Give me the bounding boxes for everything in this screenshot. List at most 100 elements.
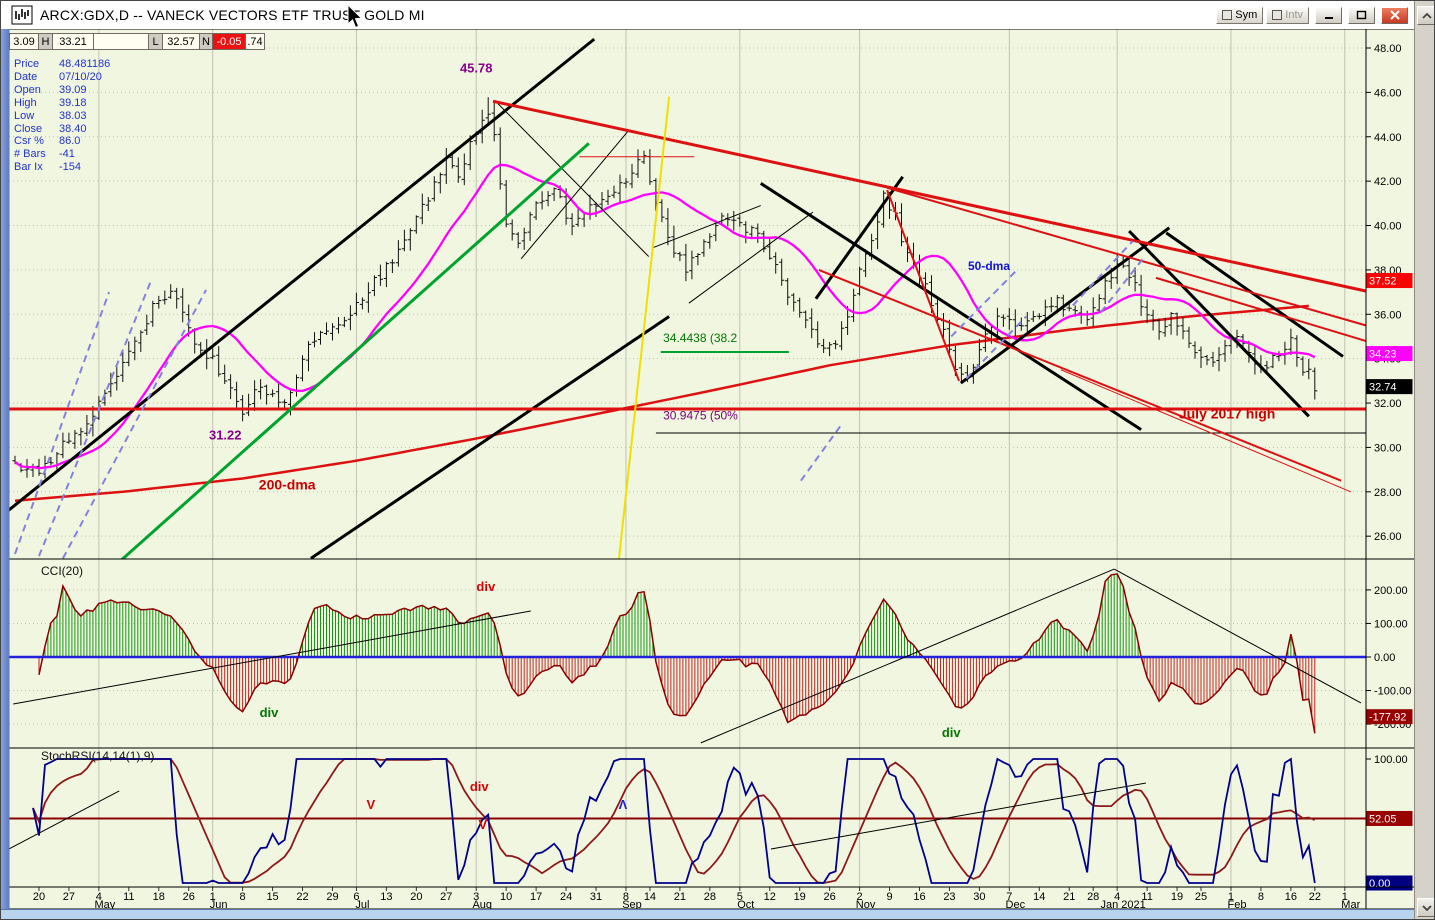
price-trendline-15[interactable] <box>818 268 1342 482</box>
x-day-label-32: 30 <box>973 891 985 903</box>
stochrsi-slow-line <box>32 758 1316 884</box>
price-trendline-10[interactable] <box>652 205 761 249</box>
x-day-label-14: 27 <box>440 891 452 903</box>
cci-trendline-0[interactable] <box>13 610 531 705</box>
x-month-label-5: Oct <box>737 899 754 911</box>
x-day-label-41: 1 <box>1228 891 1234 903</box>
cci-trendline-2[interactable] <box>1113 568 1362 704</box>
cci-trendline-1[interactable] <box>700 568 1115 744</box>
stochrsi-annotation-0: div <box>470 779 490 794</box>
cci-outline <box>38 573 1316 734</box>
info-row-close: Close 38.40 <box>14 122 87 135</box>
ma-fast-line[interactable] <box>14 163 1316 470</box>
quote-cell-5: 32.57 <box>163 33 200 50</box>
price-trendline-26[interactable] <box>950 270 1017 338</box>
price-trendline-19[interactable] <box>1155 276 1366 342</box>
cci-tick-0: 0.00 <box>1374 652 1395 664</box>
x-day-label-24: 5 <box>737 891 743 903</box>
price-trendline-2[interactable] <box>814 175 904 300</box>
price-trendline-25[interactable] <box>62 289 207 559</box>
sym-button-label: Sym <box>1235 9 1258 21</box>
info-row-csr-%: Csr % 86.0 <box>14 135 81 148</box>
window-title: ARCX:GDX,D -- VANECK VECTORS ETF TRUST G… <box>40 7 425 23</box>
x-day-label-7: 8 <box>240 891 246 903</box>
price-trendline-3[interactable] <box>759 182 1142 431</box>
price-tick-46: 46.00 <box>1374 87 1402 99</box>
price-trendline-9[interactable] <box>688 211 814 304</box>
stochrsi-trendline-0[interactable] <box>1 790 120 853</box>
price-tick-28: 28.00 <box>1374 487 1402 499</box>
x-day-label-11: 6 <box>353 891 359 903</box>
price-trendlines[interactable] <box>1 37 1369 567</box>
price-trendline-8[interactable] <box>520 129 630 260</box>
quote-cell-7: -0.05 <box>213 33 246 50</box>
price-trendline-16[interactable] <box>1060 369 1351 493</box>
x-day-label-28: 2 <box>857 891 863 903</box>
price-badge-34.23-text: 34.23 <box>1369 349 1397 361</box>
price-trendline-22[interactable] <box>617 96 671 561</box>
x-month-label-9: Feb <box>1227 899 1246 911</box>
cci-tick-200: 200.00 <box>1374 585 1408 597</box>
scroll-down-arrow[interactable] <box>1417 898 1434 917</box>
stochrsi-badge-52.05-text: 52.05 <box>1369 813 1397 825</box>
price-trendline-24[interactable] <box>38 280 152 557</box>
price-trendline-14[interactable] <box>886 189 960 382</box>
price-trendline-7[interactable] <box>497 103 650 257</box>
cci-negative-bars <box>38 657 1316 734</box>
price-annotation-2: 200-dma <box>259 477 316 493</box>
x-month-label-4: Sep <box>622 899 642 911</box>
x-day-label-4: 18 <box>153 891 165 903</box>
x-month-label-1: Jun <box>210 899 228 911</box>
price-trendline-5[interactable] <box>1128 230 1310 418</box>
price-trendline-13[interactable] <box>886 186 1366 327</box>
price-trendline-27[interactable] <box>965 315 1027 380</box>
cci-panel-label: CCI(20) <box>41 564 84 578</box>
close-button[interactable] <box>1381 6 1408 24</box>
scroll-up-arrow[interactable] <box>1417 6 1434 25</box>
info-row-bar-ix: Bar Ix -154 <box>14 161 82 174</box>
cci-tick-100: 100.00 <box>1374 618 1408 630</box>
chart-background <box>9 29 1414 909</box>
x-month-label-2: Jul <box>355 899 369 911</box>
price-tick-40: 40.00 <box>1374 221 1402 233</box>
x-day-label-19: 31 <box>590 891 602 903</box>
ma200-line[interactable] <box>14 304 1309 502</box>
price-badge-34.23 <box>1366 346 1413 362</box>
price-trendline-4[interactable] <box>959 226 1171 385</box>
price-trendline-28[interactable] <box>1072 240 1134 307</box>
price-annotations: 45.78 31.22 200-dma 50-dma 34.4438 (38.2 30.9… <box>209 60 1275 492</box>
info-row-#-bars: # Bars -41 <box>14 148 75 161</box>
stochrsi-fast-line <box>32 757 1316 884</box>
price-trendline-0[interactable] <box>1 37 596 516</box>
x-day-label-15: 3 <box>473 891 479 903</box>
stochrsi-trendline-1[interactable] <box>770 782 1146 850</box>
chart-app-icon <box>11 5 33 25</box>
x-day-label-5: 26 <box>183 891 195 903</box>
cci-annotation-0: div <box>476 579 496 594</box>
restore-icon <box>1356 10 1367 20</box>
vertical-scrollbar[interactable] <box>1414 1 1434 919</box>
price-tick-36: 36.00 <box>1374 309 1402 321</box>
info-row-low: Low 38.03 <box>14 109 87 122</box>
price-annotation-1: 31.22 <box>209 428 242 443</box>
price-trendline-1[interactable] <box>310 315 670 559</box>
restore-button[interactable] <box>1348 6 1375 24</box>
price-trendline-12[interactable] <box>492 99 1366 293</box>
x-day-label-18: 24 <box>560 891 572 903</box>
price-annotation-6: July 2017 high <box>1179 406 1275 422</box>
sym-button[interactable]: Sym <box>1216 6 1264 24</box>
intv-button[interactable]: Intv <box>1266 6 1309 24</box>
info-row-date: Date 07/10/20 <box>14 70 102 83</box>
price-tick-32: 32.00 <box>1374 398 1402 410</box>
x-day-label-45: 1 <box>1342 891 1348 903</box>
cci-positive-bars <box>44 573 1295 657</box>
minimize-button[interactable] <box>1315 6 1342 24</box>
price-trendline-23[interactable] <box>14 291 110 555</box>
stochrsi-panel-label: StochRSI(14,14(1),9) <box>41 749 155 763</box>
cci-panel: div div div <box>9 568 1366 744</box>
x-month-label-0: May <box>94 899 115 911</box>
price-trendline-20[interactable] <box>113 142 590 567</box>
price-panel <box>12 97 1318 502</box>
price-badge-37.52 <box>1366 273 1413 289</box>
